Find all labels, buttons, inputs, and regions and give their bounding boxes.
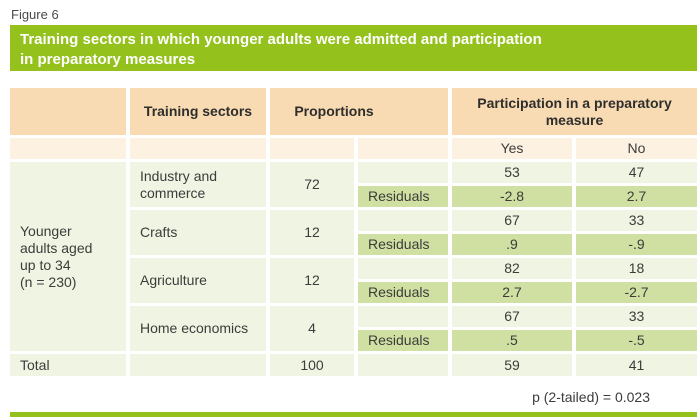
subheader-spacer-cell bbox=[130, 138, 266, 159]
residuals-label-cell: Residuals bbox=[358, 186, 448, 207]
residual-no-cell: -2.7 bbox=[576, 282, 697, 303]
spacer-cell bbox=[358, 354, 448, 376]
residuals-label-cell: Residuals bbox=[358, 234, 448, 255]
residual-no-cell: -.5 bbox=[576, 330, 697, 351]
no-value-cell: 18 bbox=[576, 258, 697, 279]
yes-value-cell: 67 bbox=[452, 210, 572, 231]
subheader-spacer-cell bbox=[270, 138, 354, 159]
residual-yes-cell: -2.8 bbox=[452, 186, 572, 207]
subheader-spacer-cell bbox=[358, 138, 448, 159]
header-participation: Participation in a preparatory measure bbox=[452, 88, 697, 135]
residuals-label-cell: Residuals bbox=[358, 282, 448, 303]
sector-name-cell: Home economics bbox=[130, 306, 266, 351]
proportion-cell: 12 bbox=[270, 210, 354, 255]
proportion-cell: 72 bbox=[270, 162, 354, 207]
residual-yes-cell: .5 bbox=[452, 330, 572, 351]
spacer-cell bbox=[130, 354, 266, 376]
spacer-cell bbox=[358, 258, 448, 279]
no-value-cell: 33 bbox=[576, 210, 697, 231]
p-value-note: p (2-tailed) = 0.023 bbox=[532, 389, 650, 405]
statistics-table: Training sectors Proportions Participati… bbox=[10, 88, 697, 376]
spacer-cell bbox=[358, 162, 448, 183]
figure-title: Training sectors in which younger adults… bbox=[20, 30, 542, 68]
total-label-cell: Total bbox=[10, 354, 126, 376]
proportion-cell: 4 bbox=[270, 306, 354, 351]
bottom-accent-bar bbox=[10, 412, 697, 417]
residual-yes-cell: .9 bbox=[452, 234, 572, 255]
header-training-sectors: Training sectors bbox=[130, 88, 266, 135]
yes-value-cell: 67 bbox=[452, 306, 572, 327]
no-value-cell: 33 bbox=[576, 306, 697, 327]
sector-name-cell: Agriculture bbox=[130, 258, 266, 303]
figure-label: Figure 6 bbox=[11, 7, 59, 22]
spacer-cell bbox=[358, 306, 448, 327]
yes-value-cell: 53 bbox=[452, 162, 572, 183]
residuals-label-cell: Residuals bbox=[358, 330, 448, 351]
sector-name-cell: Crafts bbox=[130, 210, 266, 255]
no-value-cell: 47 bbox=[576, 162, 697, 183]
proportion-cell: 12 bbox=[270, 258, 354, 303]
residual-yes-cell: 2.7 bbox=[452, 282, 572, 303]
subheader-yes: Yes bbox=[452, 138, 572, 159]
residual-no-cell: 2.7 bbox=[576, 186, 697, 207]
total-yes-cell: 59 bbox=[452, 354, 572, 376]
subheader-spacer-cell bbox=[10, 138, 126, 159]
row-group-label: Younger adults aged up to 34 (n = 230) bbox=[10, 162, 126, 351]
yes-value-cell: 82 bbox=[452, 258, 572, 279]
subheader-no: No bbox=[576, 138, 697, 159]
spacer-cell bbox=[358, 210, 448, 231]
header-spacer-cell bbox=[10, 88, 126, 135]
total-no-cell: 41 bbox=[576, 354, 697, 376]
residual-no-cell: -.9 bbox=[576, 234, 697, 255]
figure-title-bar: Training sectors in which younger adults… bbox=[10, 25, 697, 71]
header-proportions: Proportions bbox=[270, 88, 448, 135]
sector-name-cell: Industry and commerce bbox=[130, 162, 266, 207]
total-proportion-cell: 100 bbox=[270, 354, 354, 376]
